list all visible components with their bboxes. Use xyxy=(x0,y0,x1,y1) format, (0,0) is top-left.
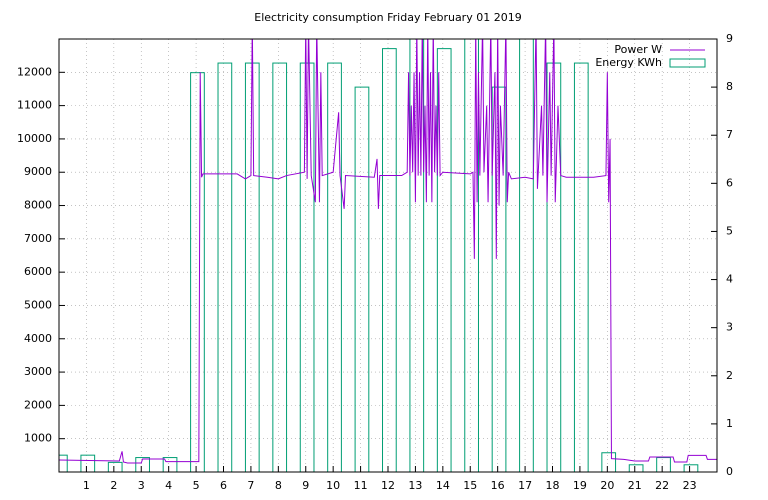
y2-tick-label: 7 xyxy=(726,128,733,141)
y-tick-label: 1000 xyxy=(24,432,52,445)
x-tick-label: 22 xyxy=(655,479,669,492)
y2-tick-label: 9 xyxy=(726,32,733,45)
x-tick-label: 7 xyxy=(247,479,254,492)
energy-bar xyxy=(519,39,534,472)
x-tick-label: 17 xyxy=(518,479,532,492)
plot-area xyxy=(59,39,717,472)
energy-bar xyxy=(573,62,589,472)
x-tick-label: 19 xyxy=(573,479,587,492)
x-tick-label: 1 xyxy=(83,479,90,492)
y-tick-label: 12000 xyxy=(17,65,52,78)
legend-label: Energy KWh xyxy=(595,56,662,69)
energy-bar xyxy=(327,62,342,472)
x-tick-label: 2 xyxy=(110,479,117,492)
y2-tick-label: 0 xyxy=(726,465,733,478)
y2-tick-label: 4 xyxy=(726,273,733,286)
energy-bar xyxy=(80,454,96,472)
x-tick-label: 20 xyxy=(600,479,614,492)
energy-bar xyxy=(272,62,288,472)
energy-bar xyxy=(382,48,397,472)
x-tick-label: 3 xyxy=(138,479,145,492)
y-tick-label: 6000 xyxy=(24,265,52,278)
x-tick-label: 4 xyxy=(165,479,172,492)
x-tick-label: 12 xyxy=(381,479,395,492)
energy-bar xyxy=(491,86,507,472)
y-tick-label: 3000 xyxy=(24,365,52,378)
y2-tick-label: 2 xyxy=(726,369,733,382)
x-tick-label: 14 xyxy=(436,479,450,492)
energy-bar xyxy=(190,72,205,472)
energy-bar xyxy=(59,454,68,472)
x-tick-label: 5 xyxy=(193,479,200,492)
y-tick-label: 11000 xyxy=(17,99,52,112)
x-tick-label: 9 xyxy=(302,479,309,492)
x-tick-label: 16 xyxy=(491,479,505,492)
energy-bar xyxy=(436,48,452,472)
energy-bar xyxy=(162,457,178,472)
x-tick-label: 13 xyxy=(408,479,422,492)
y-tick-label: 9000 xyxy=(24,165,52,178)
x-tick-label: 6 xyxy=(220,479,227,492)
x-tick-label: 8 xyxy=(275,479,282,492)
y2-tick-label: 1 xyxy=(726,417,733,430)
energy-bar xyxy=(656,457,671,472)
x-tick-label: 15 xyxy=(463,479,477,492)
y-tick-label: 10000 xyxy=(17,132,52,145)
y-tick-label: 4000 xyxy=(24,332,52,345)
energy-bar xyxy=(683,464,699,472)
y2-tick-label: 5 xyxy=(726,224,733,237)
chart-title: Electricity consumption Friday February … xyxy=(254,11,521,24)
y2-tick-label: 6 xyxy=(726,176,733,189)
energy-bar xyxy=(217,62,233,472)
y-tick-label: 8000 xyxy=(24,199,52,212)
grid xyxy=(59,39,717,472)
x-tick-label: 23 xyxy=(683,479,697,492)
energy-bar xyxy=(354,86,370,472)
x-tick-label: 18 xyxy=(546,479,560,492)
y-tick-label: 2000 xyxy=(24,398,52,411)
energy-bar xyxy=(107,461,123,472)
y-tick-label: 7000 xyxy=(24,232,52,245)
energy-bar xyxy=(244,62,260,472)
energy-bar xyxy=(299,62,315,472)
energy-bar xyxy=(601,452,617,472)
x-tick-label: 10 xyxy=(326,479,340,492)
x-tick-label: 21 xyxy=(628,479,642,492)
y2-tick-label: 3 xyxy=(726,321,733,334)
axes: 1000 2000 3000 4000 5000 6000 7000 8000 9000 1000… xyxy=(17,32,733,492)
power-line xyxy=(59,39,717,464)
x-tick-label: 11 xyxy=(354,479,368,492)
energy-bar xyxy=(135,457,150,472)
y2-tick-label: 8 xyxy=(726,80,733,93)
energy-bar xyxy=(628,464,644,472)
y-tick-label: 5000 xyxy=(24,298,52,311)
legend-label: Power W xyxy=(614,43,662,56)
legend-swatch xyxy=(669,58,706,68)
